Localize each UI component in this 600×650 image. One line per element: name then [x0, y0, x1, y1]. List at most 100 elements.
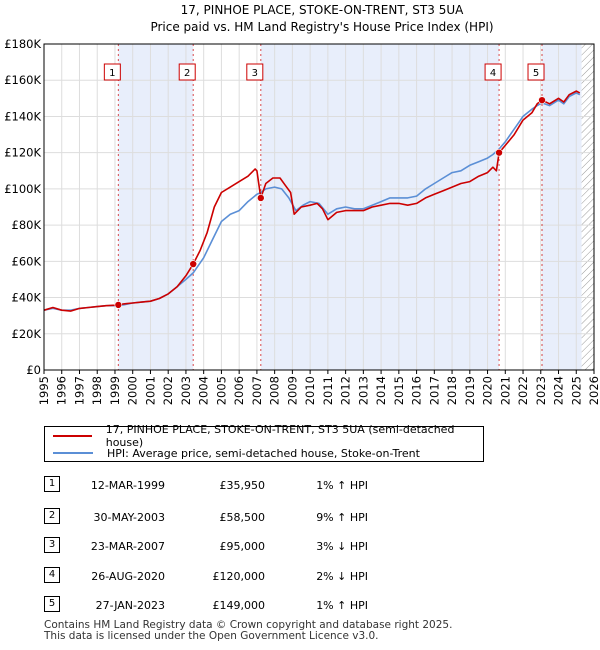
transaction-date: 12-MAR-1999 [90, 479, 165, 492]
sale-number-frame [103, 63, 121, 81]
transaction-number-badge: 5 [44, 596, 60, 612]
transaction-date: 30-MAY-2003 [93, 511, 165, 524]
sale-number-frame [178, 63, 196, 81]
transaction-price: £35,950 [219, 479, 266, 492]
y-tick-label: £60K [12, 254, 42, 268]
chart-title: 17, PINHOE PLACE, STOKE-ON-TRENT, ST3 5U… [181, 3, 464, 17]
sale-point [114, 301, 123, 309]
legend-swatch-blue [53, 452, 93, 454]
x-tick-label: 2017 [427, 376, 441, 405]
x-tick-label: 2001 [143, 376, 157, 405]
shaded-period [260, 44, 500, 370]
footer-copyright: Contains HM Land Registry data © Crown c… [44, 619, 453, 631]
transaction-hpi-diff: 3% ↓ HPI [316, 540, 368, 553]
transaction-date: 26-AUG-2020 [91, 570, 165, 583]
y-tick-label: £160K [4, 73, 41, 87]
x-tick-label: 2022 [516, 376, 530, 405]
x-tick-label: 2018 [445, 376, 459, 405]
y-tick-label: £140K [4, 109, 41, 123]
legend-item-hpi: HPI: Average price, semi-detached house,… [53, 445, 420, 461]
x-tick-label: 1998 [90, 376, 104, 405]
x-tick-label: 2007 [250, 376, 264, 405]
shaded-periods [118, 44, 594, 370]
transaction-number-badge: 2 [44, 508, 60, 524]
x-tick-label: 2011 [321, 376, 335, 405]
sale-number-frame [246, 63, 264, 81]
price-chart: 17, PINHOE PLACE, STOKE-ON-TRENT, ST3 5U… [4, 3, 600, 405]
sale-number-box: 1 [103, 63, 121, 81]
shaded-period [542, 44, 582, 370]
plot-frame [43, 43, 595, 371]
x-tick-label: 2010 [303, 376, 317, 405]
transaction-price: £58,500 [219, 511, 266, 524]
y-tick-label: £120K [4, 146, 41, 160]
x-tick-label: 1996 [55, 376, 69, 405]
y-tick-label: £0 [26, 363, 41, 377]
transaction-hpi-diff: 1% ↑ HPI [316, 479, 368, 492]
x-tick-label: 2023 [534, 376, 548, 405]
x-tick-label: 2000 [126, 376, 140, 405]
footer-attribution: Contains HM Land Registry data © Crown c… [44, 620, 452, 642]
y-axis-ticks: £0 £20K £40K £60K £80K £100K £120K £140K £160K £1… [4, 37, 41, 377]
sale-number-text: 2 [184, 68, 190, 79]
chart-legend: 17, PINHOE PLACE, STOKE-ON-TRENT, ST3 5U… [44, 423, 484, 462]
transaction-date: 23-MAR-2007 [90, 540, 165, 553]
y-tick-label: £100K [4, 182, 41, 196]
shaded-period [118, 44, 194, 370]
transaction-number-badge: 4 [44, 567, 60, 583]
x-tick-label: 2026 [587, 376, 600, 405]
sale-point [538, 96, 546, 104]
sale-point [189, 260, 198, 268]
x-tick-label: 2009 [285, 376, 299, 405]
x-tick-label: 2014 [374, 376, 388, 405]
transaction-hpi-diff: 9% ↑ HPI [316, 511, 368, 524]
y-tick-label: £180K [4, 37, 41, 51]
sale-number-frame [527, 63, 545, 81]
transaction-row: 3 23-MAR-2007 £95,000 3% ↓ HPI [0, 537, 600, 557]
transaction-price: £120,000 [212, 570, 266, 583]
sale-number-box: 5 [527, 63, 545, 81]
transaction-date: 27-JAN-2023 [95, 599, 165, 612]
x-axis-ticks: 1995 1996 1997 1998 1999 2000 2001 2002 2003 2004… [37, 370, 600, 405]
x-tick-label: 2008 [268, 376, 282, 405]
sale-number-box: 3 [246, 63, 264, 81]
y-tick-label: £80K [12, 218, 42, 232]
x-tick-label: 2003 [179, 376, 193, 405]
transaction-hpi-diff: 2% ↓ HPI [316, 570, 368, 583]
x-tick-label: 2004 [197, 376, 211, 405]
transaction-row: 5 27-JAN-2023 £149,000 1% ↑ HPI [0, 596, 600, 616]
x-tick-label: 2025 [569, 376, 583, 405]
transaction-number-badge: 1 [44, 476, 60, 492]
x-tick-label: 2016 [410, 376, 424, 405]
x-tick-label: 2021 [498, 376, 512, 405]
x-tick-label: 1997 [72, 376, 86, 405]
sale-number-box: 4 [484, 63, 502, 81]
x-tick-label: 2024 [552, 376, 566, 405]
x-tick-label: 2020 [481, 376, 495, 405]
transaction-hpi-diff: 1% ↑ HPI [316, 599, 368, 612]
x-tick-label: 1995 [37, 376, 51, 405]
chart-subtitle: Price paid vs. HM Land Registry's House … [150, 20, 493, 34]
transaction-price: £149,000 [212, 599, 266, 612]
x-tick-label: 2013 [356, 376, 370, 405]
sale-number-text: 3 [252, 68, 258, 79]
x-tick-label: 2005 [214, 376, 228, 405]
x-tick-label: 2015 [392, 376, 406, 405]
transaction-number-badge: 3 [44, 537, 60, 553]
legend-item-property: 17, PINHOE PLACE, STOKE-ON-TRENT, ST3 5U… [53, 423, 483, 449]
x-tick-label: 2006 [232, 376, 246, 405]
transaction-row: 4 26-AUG-2020 £120,000 2% ↓ HPI [0, 567, 600, 587]
y-tick-label: £20K [12, 327, 42, 341]
forecast-hatch [581, 44, 594, 370]
sale-number-frame [484, 63, 502, 81]
footer-licence: This data is licensed under the Open Gov… [44, 630, 379, 642]
legend-label-hpi: HPI: Average price, semi-detached house,… [107, 446, 420, 460]
x-tick-label: 1999 [108, 376, 122, 405]
y-tick-label: £40K [12, 291, 42, 305]
x-tick-label: 2002 [161, 376, 175, 405]
x-tick-label: 2012 [339, 376, 353, 405]
sale-number-text: 1 [109, 68, 115, 79]
legend-swatch-red [53, 435, 92, 437]
sale-number-text: 5 [533, 68, 539, 79]
transaction-row: 2 30-MAY-2003 £58,500 9% ↑ HPI [0, 508, 600, 528]
